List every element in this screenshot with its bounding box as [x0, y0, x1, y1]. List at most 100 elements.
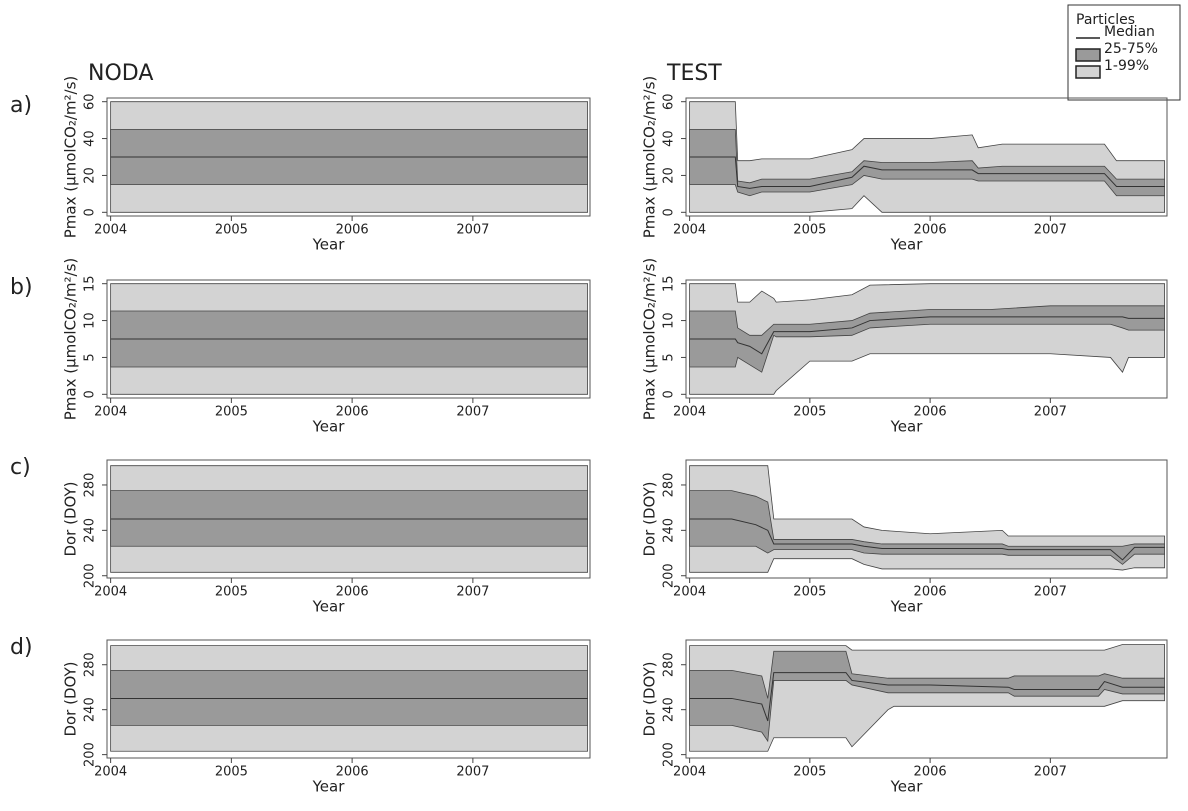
y-axis-label: Pmax (µmolCO₂/m²/s): [62, 258, 80, 421]
x-tick-label: 2007: [1034, 223, 1067, 238]
y-tick-label: 200: [83, 563, 98, 588]
y-tick-label: 10: [662, 312, 677, 329]
y-tick-label: 200: [83, 742, 98, 767]
legend-label: 1-99%: [1104, 58, 1149, 74]
x-tick-label: 2007: [1034, 765, 1067, 780]
median-line: [689, 316, 1165, 355]
x-tick-label: 2007: [1034, 585, 1067, 600]
band: [689, 490, 1165, 565]
band: [689, 305, 1165, 373]
y-tick-label: 240: [662, 518, 677, 543]
x-tick-label: 2007: [456, 405, 489, 420]
median-line: [689, 156, 1165, 189]
y-tick-label: 60: [662, 93, 677, 110]
y-axis-label: Dor (DOY): [641, 661, 659, 736]
x-tick-label: 2007: [456, 765, 489, 780]
y-tick-label: 5: [662, 353, 677, 361]
x-tick-label: 2006: [336, 585, 369, 600]
y-tick-label: 0: [662, 390, 677, 398]
x-axis-label: Year: [890, 418, 924, 436]
x-tick-label: 2007: [456, 223, 489, 238]
x-tick-label: 2005: [215, 223, 248, 238]
x-axis-label: Year: [890, 598, 924, 616]
y-tick-label: 200: [662, 742, 677, 767]
median-line: [689, 518, 1165, 561]
x-tick-label: 2005: [215, 765, 248, 780]
x-axis-label: Year: [312, 778, 346, 796]
band: [110, 490, 588, 547]
panel-label: a): [10, 93, 32, 118]
plot-frame: [106, 279, 591, 399]
x-tick-label: 2004: [673, 223, 706, 238]
y-tick-label: 280: [662, 473, 677, 498]
plot-frame: [685, 639, 1168, 759]
x-axis-label: Year: [890, 778, 924, 796]
y-tick-label: 10: [83, 312, 98, 329]
y-tick-label: 60: [83, 93, 98, 110]
x-tick-label: 2005: [215, 585, 248, 600]
x-tick-label: 2004: [673, 585, 706, 600]
median-line: [689, 672, 1165, 722]
panel-label: b): [10, 275, 33, 300]
y-tick-label: 40: [83, 130, 98, 147]
y-axis-label: Pmax (µmolCO₂/m²/s): [641, 258, 659, 421]
y-axis-label: Dor (DOY): [62, 481, 80, 556]
plot-frame: [685, 459, 1168, 579]
x-tick-label: 2006: [336, 223, 369, 238]
column-title: TEST: [666, 61, 722, 86]
x-tick-label: 2006: [914, 765, 947, 780]
plot-frame: [106, 459, 591, 579]
x-tick-label: 2004: [673, 765, 706, 780]
x-tick-label: 2007: [456, 585, 489, 600]
y-tick-label: 40: [662, 130, 677, 147]
y-axis-label: Dor (DOY): [641, 481, 659, 556]
x-tick-label: 2006: [336, 765, 369, 780]
x-tick-label: 2005: [215, 405, 248, 420]
band: [689, 650, 1165, 743]
x-axis-label: Year: [312, 418, 346, 436]
x-tick-label: 2004: [673, 405, 706, 420]
y-tick-label: 15: [83, 275, 98, 292]
y-axis-label: Pmax (µmolCO₂/m²/s): [62, 76, 80, 239]
plot-frame: [685, 97, 1168, 217]
y-tick-label: 280: [662, 652, 677, 677]
x-axis-label: Year: [890, 236, 924, 254]
x-tick-label: 2005: [793, 765, 826, 780]
x-tick-label: 2006: [914, 223, 947, 238]
y-tick-label: 240: [83, 697, 98, 722]
band: [689, 101, 1165, 213]
y-tick-label: 240: [662, 697, 677, 722]
y-axis-label: Pmax (µmolCO₂/m²/s): [641, 76, 659, 239]
x-tick-label: 2004: [94, 223, 127, 238]
y-tick-label: 20: [662, 167, 677, 184]
x-tick-label: 2007: [1034, 405, 1067, 420]
column-title: NODA: [88, 61, 153, 86]
band: [689, 128, 1165, 197]
x-tick-label: 2006: [914, 405, 947, 420]
x-tick-label: 2004: [94, 405, 127, 420]
legend-label: 25-75%: [1104, 41, 1158, 57]
x-tick-label: 2006: [914, 585, 947, 600]
plot-frame: [685, 279, 1168, 399]
band: [110, 669, 588, 726]
x-tick-label: 2005: [793, 405, 826, 420]
x-tick-label: 2004: [94, 585, 127, 600]
y-tick-label: 200: [662, 563, 677, 588]
y-tick-label: 15: [662, 275, 677, 292]
y-tick-label: 0: [83, 208, 98, 216]
plot-frame: [106, 97, 591, 217]
y-tick-label: 5: [83, 353, 98, 361]
x-tick-label: 2006: [336, 405, 369, 420]
y-tick-label: 240: [83, 518, 98, 543]
plot-frame: [106, 639, 591, 759]
y-tick-label: 280: [83, 473, 98, 498]
y-tick-label: 20: [83, 167, 98, 184]
legend-swatch: [1075, 48, 1101, 62]
x-axis-label: Year: [312, 598, 346, 616]
panel-label: c): [10, 455, 31, 480]
legend-title: Particles: [1076, 12, 1135, 28]
panel-label: d): [10, 635, 33, 660]
y-tick-label: 0: [662, 208, 677, 216]
x-tick-label: 2005: [793, 223, 826, 238]
